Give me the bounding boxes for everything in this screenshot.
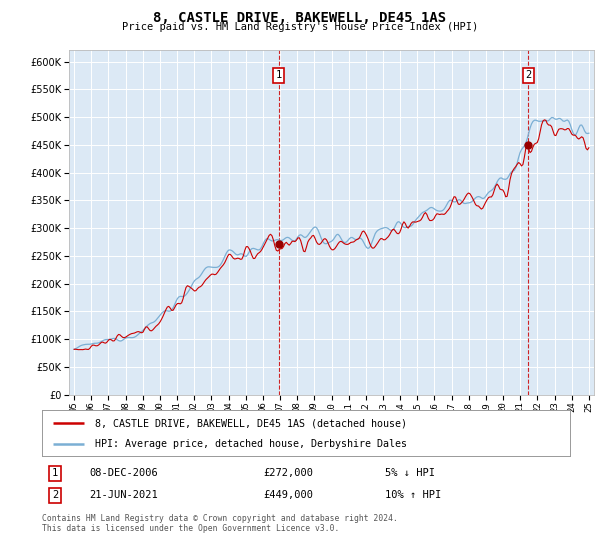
Text: HPI: Average price, detached house, Derbyshire Dales: HPI: Average price, detached house, Derb…: [95, 438, 407, 449]
Text: 8, CASTLE DRIVE, BAKEWELL, DE45 1AS: 8, CASTLE DRIVE, BAKEWELL, DE45 1AS: [154, 11, 446, 25]
Text: 1: 1: [275, 71, 282, 81]
Text: 2: 2: [52, 491, 58, 501]
Text: 1: 1: [52, 468, 58, 478]
Text: £449,000: £449,000: [264, 491, 314, 501]
Text: £272,000: £272,000: [264, 468, 314, 478]
Text: 08-DEC-2006: 08-DEC-2006: [89, 468, 158, 478]
Text: 5% ↓ HPI: 5% ↓ HPI: [385, 468, 435, 478]
Text: 10% ↑ HPI: 10% ↑ HPI: [385, 491, 442, 501]
Text: 2: 2: [525, 71, 532, 81]
Text: Contains HM Land Registry data © Crown copyright and database right 2024.
This d: Contains HM Land Registry data © Crown c…: [42, 514, 398, 534]
Text: 21-JUN-2021: 21-JUN-2021: [89, 491, 158, 501]
Text: 8, CASTLE DRIVE, BAKEWELL, DE45 1AS (detached house): 8, CASTLE DRIVE, BAKEWELL, DE45 1AS (det…: [95, 418, 407, 428]
Text: Price paid vs. HM Land Registry's House Price Index (HPI): Price paid vs. HM Land Registry's House …: [122, 22, 478, 32]
